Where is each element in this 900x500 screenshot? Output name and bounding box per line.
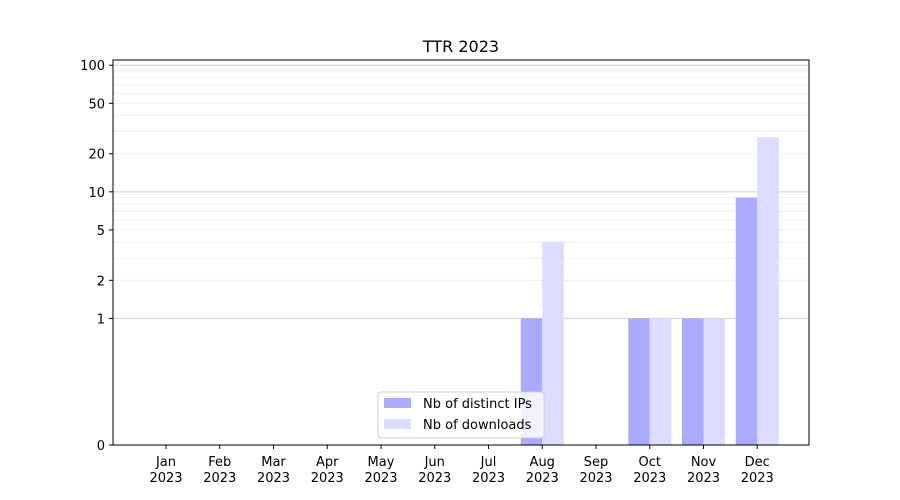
chart-title: TTR 2023: [422, 37, 499, 56]
x-tick-label-year: 2023: [203, 471, 236, 486]
bar: [735, 197, 758, 445]
bars-layer: [520, 137, 779, 446]
x-tick-label-month: Sep: [584, 455, 609, 470]
plot-frame: [112, 59, 810, 446]
x-tick-label-year: 2023: [633, 471, 666, 486]
x-tick-label-month: May: [368, 455, 395, 470]
x-tick-label-month: Feb: [208, 455, 231, 470]
x-tick-label-year: 2023: [311, 471, 344, 486]
x-tick-label-month: Jul: [480, 455, 497, 470]
x-tick-label-year: 2023: [364, 471, 397, 486]
y-tick-label: 20: [88, 148, 105, 163]
x-tick-label-year: 2023: [418, 471, 451, 486]
bar: [542, 242, 564, 445]
y-tick-label: 10: [88, 186, 105, 201]
legend-label: Nb of distinct IPs: [423, 397, 532, 412]
x-axis: Jan2023Feb2023Mar2023Apr2023May2023Jun20…: [149, 445, 774, 486]
x-tick-label-year: 2023: [579, 471, 612, 486]
y-tick-label: 0: [97, 439, 105, 454]
x-tick-label-year: 2023: [741, 471, 774, 486]
legend-label: Nb of downloads: [423, 418, 532, 433]
legend: Nb of distinct IPs Nb of downloads: [377, 391, 545, 439]
bar: [682, 318, 704, 445]
y-tick-label: 5: [97, 224, 105, 239]
x-tick-label-year: 2023: [687, 471, 720, 486]
y-tick-label: 100: [80, 59, 105, 74]
bar: [628, 318, 650, 445]
legend-box: [377, 391, 545, 439]
x-tick-label-year: 2023: [257, 471, 290, 486]
legend-swatch: [384, 419, 411, 429]
legend-swatch: [384, 398, 411, 408]
x-tick-label-month: Jun: [424, 455, 445, 470]
x-tick-label-month: Dec: [745, 455, 770, 470]
bar: [757, 137, 779, 446]
x-tick-label-month: Mar: [261, 455, 286, 470]
x-tick-label-month: Apr: [316, 455, 339, 470]
x-tick-label-month: Jan: [155, 455, 176, 470]
x-tick-label-month: Oct: [639, 455, 661, 470]
x-tick-label-year: 2023: [149, 471, 182, 486]
bar: [703, 318, 725, 445]
x-tick-label-year: 2023: [526, 471, 559, 486]
y-axis: 0 1 2 5 10 20 50 100: [80, 59, 113, 454]
y-tick-label: 1: [97, 312, 105, 327]
x-tick-label-month: Nov: [691, 455, 717, 470]
x-tick-label-month: Aug: [530, 455, 555, 470]
x-tick-label-year: 2023: [472, 471, 505, 486]
y-tick-label: 50: [88, 97, 105, 112]
bar: [649, 318, 672, 445]
y-tick-label: 2: [97, 274, 105, 289]
grid-layer: [113, 64, 809, 319]
